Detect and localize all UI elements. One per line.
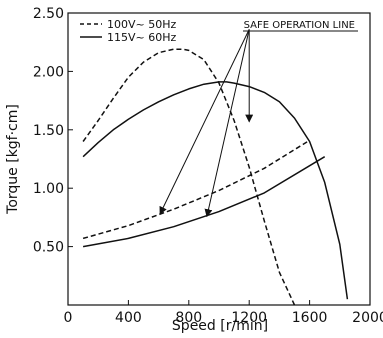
annotation-arrow	[159, 29, 250, 215]
safe-operation-line-solid	[82, 156, 326, 248]
y-tick-label: 1.00	[33, 181, 64, 197]
x-tick-label: 800	[175, 310, 202, 326]
plot-frame	[67, 12, 371, 306]
y-tick-label: 0.50	[33, 240, 64, 256]
x-tick-label: 1600	[292, 310, 328, 326]
y-tick-label: 2.50	[33, 6, 64, 22]
x-tick-label: 400	[115, 310, 142, 326]
y-axis-label: Torque [kgf·cm]	[5, 104, 21, 215]
safe-operation-line-dashed	[82, 139, 310, 240]
series-line-115v-60hz	[82, 81, 349, 300]
annotation-arrow	[204, 29, 250, 218]
series-line-100v-50hz	[82, 48, 296, 306]
legend-entry-label: 100V~ 50Hz	[107, 18, 177, 31]
y-tick-label: 2.00	[33, 64, 64, 80]
x-axis-label: Speed [r/min]	[172, 318, 268, 334]
y-tick-label: 1.50	[33, 123, 64, 139]
legend-entry-label: 115V~ 60Hz	[107, 31, 177, 44]
safe-operation-label: SAFE OPERATION LINE	[244, 20, 355, 31]
x-tick-label: 1200	[231, 310, 267, 326]
x-tick-label: 0	[64, 310, 73, 326]
